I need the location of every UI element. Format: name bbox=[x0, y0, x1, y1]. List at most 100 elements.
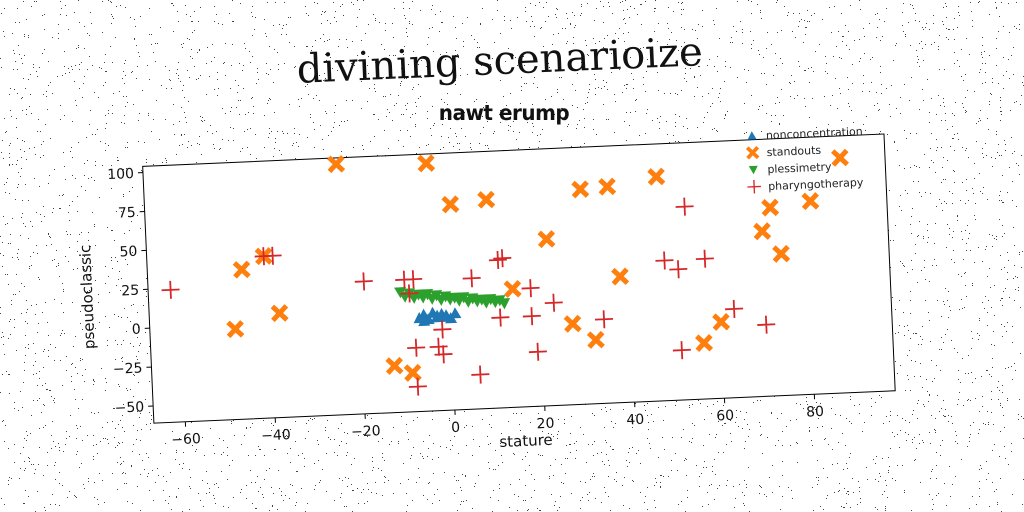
x-tick-label: 40 bbox=[626, 412, 645, 429]
standouts-point bbox=[477, 190, 496, 209]
legend-marker bbox=[747, 179, 761, 194]
y-tick-label: −50 bbox=[114, 399, 144, 416]
pharyngotherapy-point bbox=[669, 260, 688, 279]
standouts-point bbox=[695, 333, 714, 352]
standouts-point bbox=[647, 167, 666, 186]
pharyngotherapy-point bbox=[528, 342, 547, 361]
plessimetry-point bbox=[488, 296, 501, 309]
plessimetry-point bbox=[425, 293, 438, 305]
legend-entry: nonconcentration bbox=[747, 125, 863, 142]
standouts-point bbox=[226, 320, 245, 339]
pharyngotherapy-point bbox=[493, 249, 512, 268]
x-tick-label: 80 bbox=[806, 404, 825, 421]
legend: nonconcentration standoutsplessimetryphar… bbox=[745, 125, 864, 194]
standouts-point bbox=[537, 230, 556, 249]
standouts-point bbox=[270, 304, 289, 323]
pharyngotherapy-point bbox=[695, 249, 714, 268]
pharyngotherapy-point bbox=[672, 341, 691, 360]
x-axis-ticks: −60 −40 −20 0 20 40 60 80 bbox=[171, 394, 825, 448]
nonconcentration-point bbox=[449, 307, 462, 319]
pharyngotherapy-point bbox=[521, 279, 540, 298]
y-axis-label: pseudoclassic bbox=[76, 244, 99, 349]
legend-entry: standouts bbox=[745, 144, 822, 160]
standouts-point bbox=[571, 180, 590, 199]
plessimetry-point bbox=[498, 298, 511, 310]
plessimetry-point bbox=[470, 296, 483, 308]
x-tick-label: 60 bbox=[716, 408, 735, 425]
pharyngotherapy-point bbox=[488, 250, 507, 270]
y-tick-label: 100 bbox=[107, 166, 134, 183]
standouts-point bbox=[327, 155, 346, 174]
standouts-point bbox=[385, 356, 404, 375]
standouts-point bbox=[441, 195, 460, 214]
standouts-point bbox=[598, 177, 617, 196]
pharyngotherapy-point bbox=[263, 246, 282, 265]
standouts-point bbox=[611, 267, 630, 286]
pharyngotherapy-point bbox=[757, 315, 776, 334]
pharyngotherapy-point bbox=[429, 337, 448, 356]
pharyngotherapy-point bbox=[544, 293, 563, 312]
y-tick-label: 75 bbox=[118, 205, 137, 222]
pharyngotherapy-point bbox=[161, 280, 180, 299]
pharyngotherapy-point bbox=[471, 365, 490, 384]
pharyngotherapy-point bbox=[522, 307, 541, 326]
standouts-point bbox=[403, 363, 422, 382]
series-nonconcentration bbox=[413, 306, 462, 327]
plessimetry-point bbox=[416, 292, 429, 304]
standouts-point bbox=[831, 148, 849, 167]
pharyngotherapy-point bbox=[725, 299, 744, 318]
legend-label: standouts bbox=[766, 144, 821, 159]
x-tick-label: −40 bbox=[261, 427, 291, 444]
standouts-point bbox=[753, 222, 772, 241]
standouts-point bbox=[712, 312, 731, 331]
legend-marker bbox=[748, 165, 758, 175]
legend-entry: plessimetry bbox=[748, 160, 832, 176]
y-tick-label: 0 bbox=[132, 322, 142, 338]
pharyngotherapy-point bbox=[433, 320, 452, 339]
plessimetry-point bbox=[480, 297, 493, 309]
plessimetry-point bbox=[443, 294, 456, 306]
pharyngotherapy-point bbox=[354, 272, 373, 291]
standouts-point bbox=[563, 314, 582, 333]
pharyngotherapy-point bbox=[400, 284, 419, 303]
axes-frame bbox=[142, 133, 896, 424]
pharyngotherapy-point bbox=[434, 345, 453, 364]
standouts-point bbox=[503, 279, 522, 298]
x-tick-label: 0 bbox=[451, 420, 461, 436]
standouts-point bbox=[417, 154, 436, 173]
pharyngotherapy-point bbox=[407, 338, 426, 357]
data-marks bbox=[161, 148, 849, 396]
x-axis-label: stature bbox=[499, 431, 553, 451]
legend-marker bbox=[747, 131, 757, 140]
plessimetry-point bbox=[407, 292, 420, 304]
y-tick-label: 50 bbox=[119, 244, 138, 261]
pharyngotherapy-point bbox=[655, 251, 674, 270]
plot-area: −60 −40 −20 0 20 40 60 80 −50 −25 0 25 50 75 100 stat… bbox=[76, 125, 896, 451]
plessimetry-point bbox=[452, 295, 465, 307]
y-tick-label: 25 bbox=[121, 283, 140, 300]
nonconcentration-point bbox=[440, 310, 453, 323]
pharyngotherapy-point bbox=[675, 197, 694, 216]
x-tick-label: −20 bbox=[351, 423, 381, 440]
pharyngotherapy-point bbox=[408, 377, 427, 396]
series-pharyngotherapy bbox=[161, 197, 776, 396]
legend-label: pharyngotherapy bbox=[768, 176, 864, 193]
legend-label: plessimetry bbox=[767, 160, 832, 176]
y-tick-label: −25 bbox=[113, 360, 143, 377]
standouts-point bbox=[761, 198, 780, 217]
x-tick-label: 20 bbox=[536, 416, 555, 433]
legend-entry: pharyngotherapy bbox=[747, 176, 864, 194]
legend-label: nonconcentration bbox=[766, 125, 863, 142]
pharyngotherapy-point bbox=[404, 270, 423, 289]
pharyngotherapy-point bbox=[594, 310, 614, 329]
nonconcentration-point bbox=[431, 309, 444, 321]
chart-title: nawt erump bbox=[438, 101, 570, 125]
pharyngotherapy-point bbox=[491, 308, 510, 327]
standouts-point bbox=[232, 260, 251, 279]
standouts-point bbox=[586, 330, 605, 349]
legend-marker bbox=[745, 145, 760, 160]
pharyngotherapy-point bbox=[462, 269, 481, 288]
series-plessimetry bbox=[394, 287, 511, 310]
plessimetry-point bbox=[461, 296, 474, 308]
